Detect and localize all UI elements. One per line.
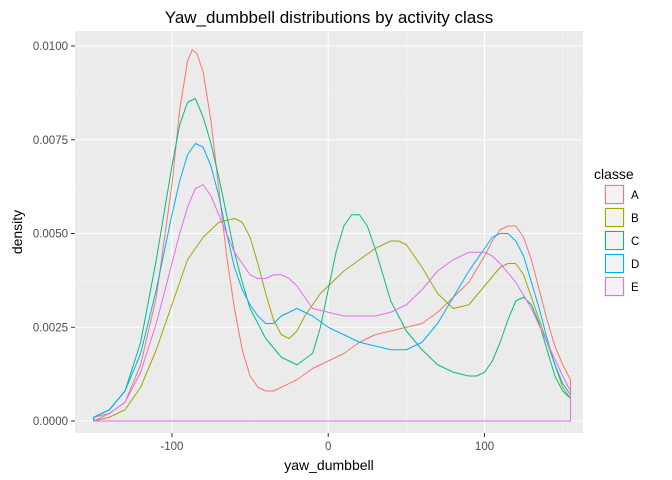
chart-title: Yaw_dumbbell distributions by activity c… — [165, 8, 494, 27]
series-layer — [93, 49, 571, 422]
density-line-C — [93, 98, 571, 422]
legend-key-B — [605, 208, 624, 227]
y-tick-label: 0.0025 — [33, 322, 68, 334]
legend-label-B: B — [631, 213, 639, 225]
x-tick-label: -100 — [160, 441, 183, 453]
axis-layer: -100 0 100 0.0000 0.0025 0.0050 0.0075 0.0100 — [33, 41, 494, 453]
density-line-D — [93, 143, 571, 422]
legend-key-bg — [604, 276, 625, 297]
plot-panel — [75, 31, 583, 433]
legend-label-D: D — [631, 259, 639, 271]
legend-label-A: A — [631, 190, 639, 202]
y-tick-label: 0.0075 — [33, 135, 68, 147]
density-line-A — [93, 49, 571, 422]
legend-key-D — [605, 254, 624, 273]
legend-label-C: C — [631, 236, 639, 248]
density-line-B — [93, 218, 571, 422]
x-axis-title: yaw_dumbbell — [284, 457, 374, 473]
legend-key-bg — [604, 184, 625, 205]
density-line-E — [93, 184, 571, 422]
y-tick-label: 0.0050 — [33, 229, 68, 241]
legend-key-C — [605, 231, 624, 250]
y-tick-label: 0.0000 — [33, 416, 68, 428]
legend-label-E: E — [631, 282, 639, 294]
legend-key-bg — [604, 207, 625, 228]
y-axis-title: density — [9, 210, 25, 254]
legend-key-bg — [604, 230, 625, 251]
x-tick-label: 100 — [475, 441, 494, 453]
legend-key-E — [605, 277, 624, 296]
legend-title: classe — [594, 166, 634, 182]
x-tick-label: 0 — [325, 441, 331, 453]
legend-key-bg — [604, 253, 625, 274]
y-tick-label: 0.0100 — [33, 41, 68, 53]
legend-key-A — [605, 185, 624, 204]
